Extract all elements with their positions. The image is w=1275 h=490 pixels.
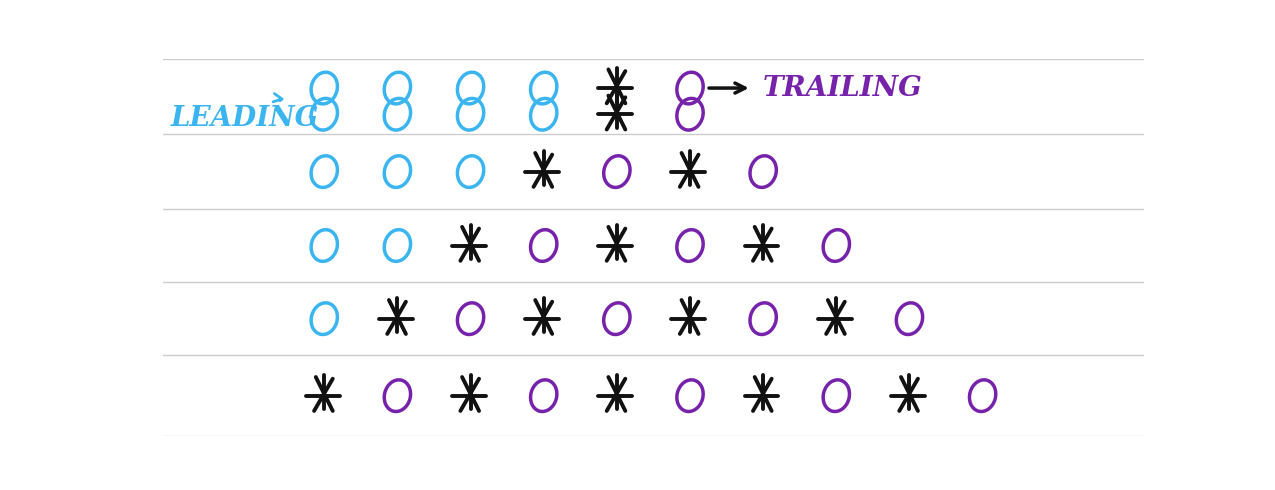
Text: TRAILING: TRAILING: [764, 74, 923, 101]
Text: LEADING: LEADING: [171, 104, 319, 132]
